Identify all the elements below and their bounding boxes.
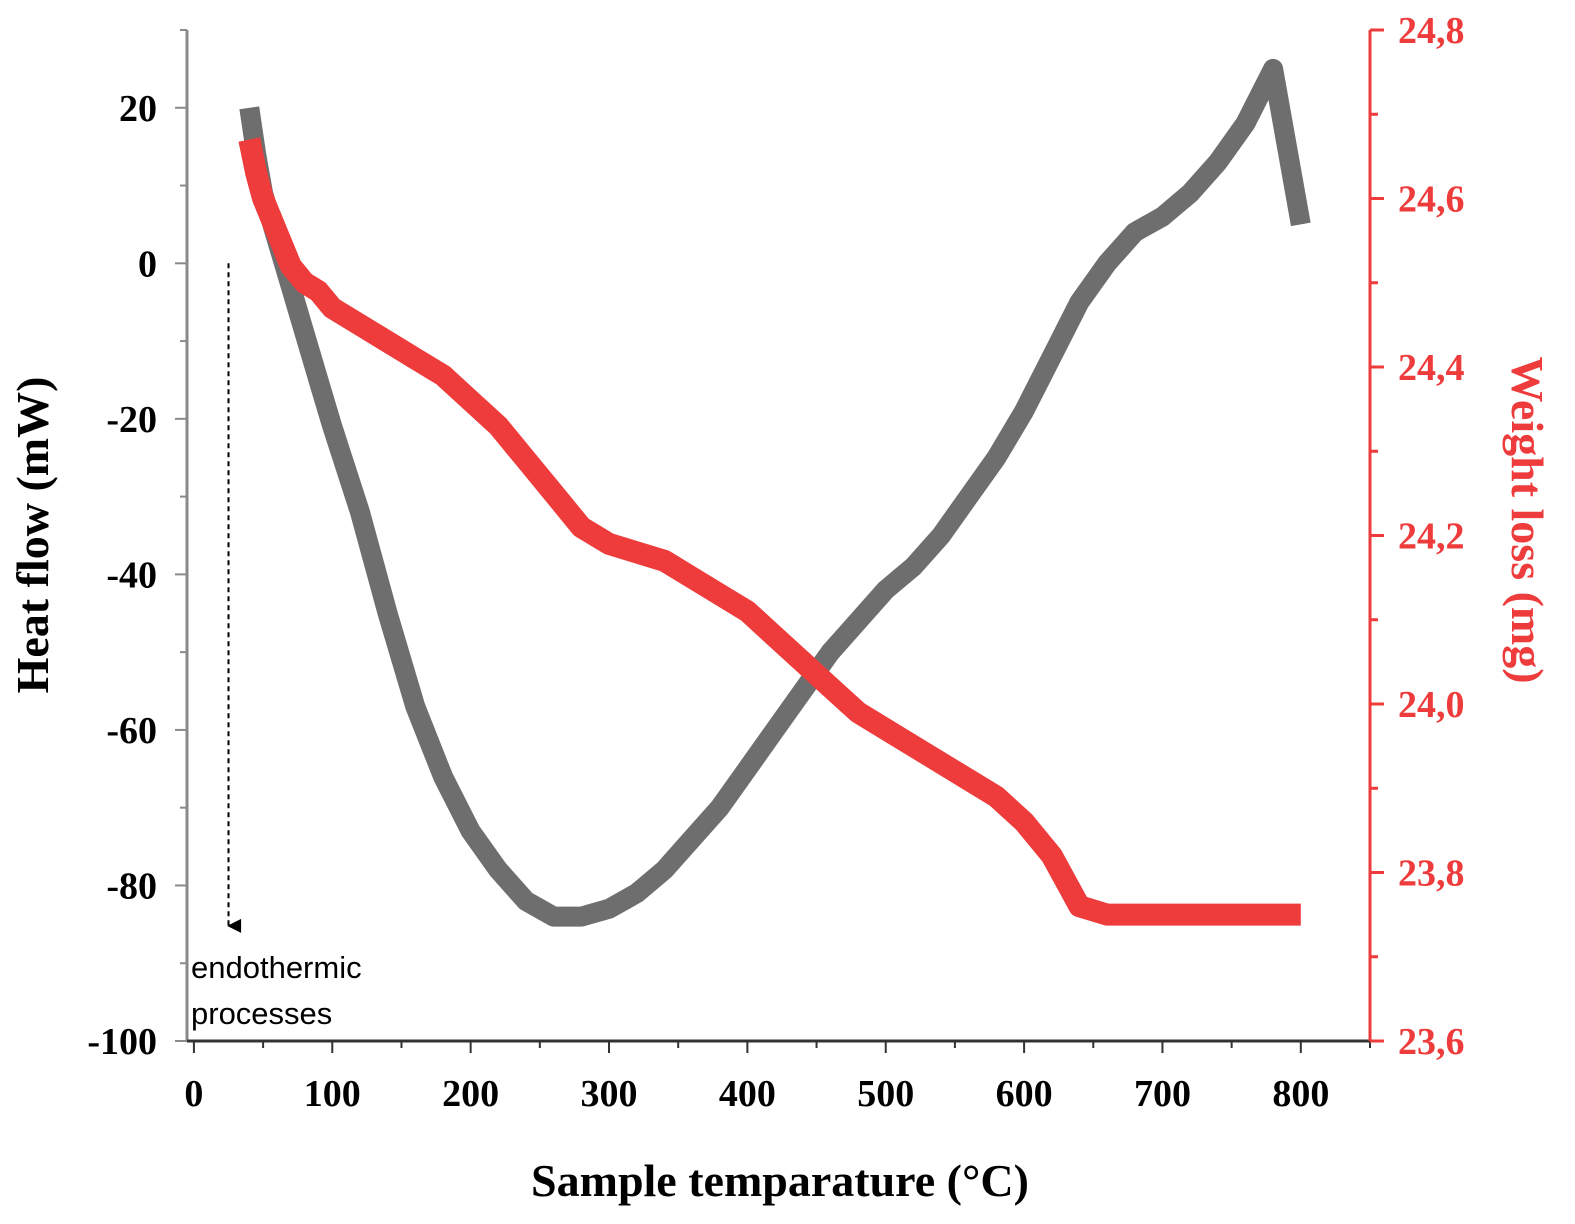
y-left-tick-label: -40	[106, 554, 157, 596]
y-left-tick-label: -80	[106, 865, 157, 907]
x-tick-label: 0	[184, 1073, 203, 1115]
x-tick-label: 400	[719, 1073, 776, 1115]
axes-layer	[175, 28, 1384, 1053]
y-right-tick-label: 24,8	[1398, 10, 1465, 52]
y-left-tick-label: 20	[119, 88, 157, 130]
weight-loss-series-line	[238, 137, 1301, 926]
y-right-tick-label: 24,2	[1398, 516, 1465, 558]
x-tick-label: 200	[442, 1073, 499, 1115]
y-left-tick-label: -100	[87, 1021, 157, 1063]
x-tick-label: 500	[857, 1073, 914, 1115]
x-tick-label: 800	[1272, 1073, 1329, 1115]
x-tick-label: 700	[1134, 1073, 1191, 1115]
y-right-tick-label: 23,8	[1398, 853, 1465, 895]
y-right-tick-label: 24,4	[1398, 347, 1465, 389]
labels-layer: 0 100 200 300 400 500 600 700 800200-20-40-60-80…	[87, 10, 1464, 1115]
x-tick-label: 100	[304, 1073, 361, 1115]
annotation-line1: endothermic	[191, 950, 362, 985]
endothermic-annotation: endothermic processes	[191, 263, 362, 1031]
y-left-tick-label: 0	[138, 243, 157, 285]
series-layer	[238, 58, 1311, 927]
y-right-tick-label: 24,6	[1398, 179, 1465, 221]
y-right-axis-title: Weight loss (mg)	[1502, 356, 1553, 683]
y-right-tick-label: 24,0	[1398, 684, 1465, 726]
x-axis-title: Sample temparature (°C)	[531, 1155, 1029, 1206]
y-left-tick-label: -60	[106, 710, 157, 752]
x-tick-label: 600	[996, 1073, 1053, 1115]
x-tick-label: 300	[581, 1073, 638, 1115]
y-right-tick-label: 23,6	[1398, 1021, 1465, 1063]
y-left-tick-label: -20	[106, 399, 157, 441]
y-left-axis-title: Heat flow (mW)	[7, 377, 58, 694]
annotation-line2: processes	[191, 996, 332, 1031]
heat-flow-series-line	[239, 58, 1311, 927]
